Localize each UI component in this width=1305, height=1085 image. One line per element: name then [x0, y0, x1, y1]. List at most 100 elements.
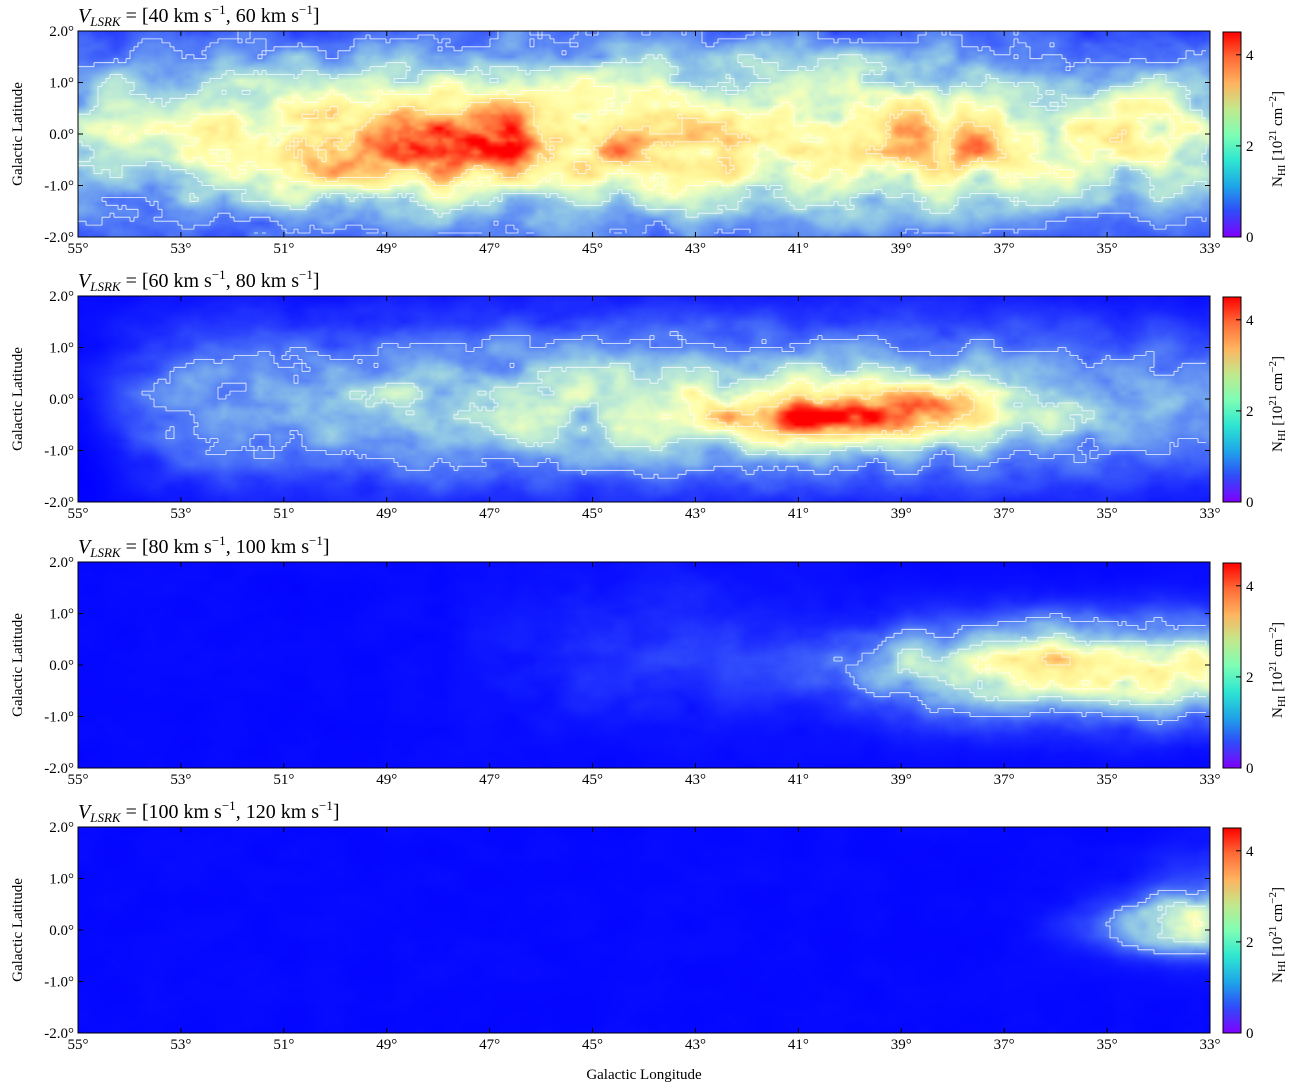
- x-tick-label: 35°: [1097, 506, 1118, 522]
- y-tick-label: 1.0°: [49, 872, 74, 888]
- x-tick-label: 45°: [582, 506, 603, 522]
- contour-lines: [833, 613, 1207, 725]
- colorbar-title: NHI [1021 cm−2]: [1267, 356, 1288, 452]
- y-tick-label: 2.0°: [49, 24, 74, 40]
- panel-title: VLSRK = [100 km s−1, 120 km s−1]: [78, 798, 340, 825]
- x-tick-label: 39°: [891, 772, 912, 788]
- y-axis-title: Galactic Latitude: [10, 878, 26, 982]
- y-axis-title: Galactic Latitude: [10, 347, 26, 451]
- x-tick-label: 43°: [685, 241, 706, 257]
- contour-lines: [78, 31, 1207, 234]
- panel-title: VLSRK = [60 km s−1, 80 km s−1]: [78, 267, 320, 294]
- x-tick-label: 45°: [582, 772, 603, 788]
- panel-1: VLSRK = [40 km s−1, 60 km s−1] 55° 53° 51° 4…: [10, 2, 1288, 257]
- colorbar-title: NHI [1021 cm−2]: [1267, 622, 1288, 718]
- panel-3: VLSRK = [80 km s−1, 100 km s−1] 55° 53° 51°…: [10, 533, 1288, 788]
- x-tick-label: 41°: [788, 241, 809, 257]
- colorbar-tick-label: 0: [1246, 495, 1254, 511]
- x-tick-label: 37°: [994, 506, 1015, 522]
- x-tick-label: 33°: [1200, 241, 1221, 257]
- colorbar-title: NHI [1021 cm−2]: [1267, 91, 1288, 187]
- x-tick-label: 45°: [582, 241, 603, 257]
- colorbar-tick-label: 4: [1246, 579, 1254, 595]
- x-tick-label: 47°: [479, 241, 500, 257]
- colorbar-tick-label: 4: [1246, 313, 1254, 329]
- y-tick-label: 1.0°: [49, 607, 74, 623]
- colorbar-tick-label: 4: [1246, 48, 1254, 64]
- x-tick-label: 55°: [68, 772, 89, 788]
- y-tick-label: -1.0°: [44, 975, 74, 991]
- x-tick-label: 55°: [68, 241, 89, 257]
- heatmap-image: [78, 562, 1210, 768]
- x-tick-label: 51°: [273, 1037, 294, 1053]
- x-tick-label: 49°: [376, 772, 397, 788]
- x-tick-label: 49°: [376, 506, 397, 522]
- y-tick-label: 1.0°: [49, 76, 74, 92]
- x-tick-label: 33°: [1200, 772, 1221, 788]
- panel-title: VLSRK = [40 km s−1, 60 km s−1]: [78, 2, 320, 29]
- y-tick-label: 2.0°: [49, 820, 74, 836]
- colorbar-tick-label: 4: [1246, 844, 1254, 860]
- x-tick-label: 51°: [273, 506, 294, 522]
- y-tick-label: -1.0°: [44, 710, 74, 726]
- y-tick-label: 0.0°: [49, 127, 74, 143]
- y-axis-title: Galactic Latitude: [10, 613, 26, 717]
- panel-4: VLSRK = [100 km s−1, 120 km s−1] 55° 53° 51…: [10, 798, 1288, 1053]
- contour-lines: [141, 331, 1206, 479]
- x-tick-label: 51°: [273, 241, 294, 257]
- y-tick-label: 1.0°: [49, 341, 74, 357]
- x-tick-label: 43°: [685, 506, 706, 522]
- x-tick-label: 41°: [788, 1037, 809, 1053]
- x-tick-label: 39°: [891, 241, 912, 257]
- panel-2: VLSRK = [60 km s−1, 80 km s−1] 55° 53° 51° 4…: [10, 267, 1288, 522]
- colorbar-tick-label: 2: [1246, 139, 1254, 155]
- colorbar: [1222, 562, 1242, 769]
- y-tick-label: 0.0°: [49, 923, 74, 939]
- colorbar-tick-label: 0: [1246, 761, 1254, 777]
- x-tick-label: 55°: [68, 1037, 89, 1053]
- heatmap-image: [78, 296, 1210, 502]
- x-tick-label: 37°: [994, 241, 1015, 257]
- x-tick-label: 53°: [170, 772, 191, 788]
- x-tick-label: 39°: [891, 1037, 912, 1053]
- colorbar-tick-label: 2: [1246, 404, 1254, 420]
- panel-title: VLSRK = [80 km s−1, 100 km s−1]: [78, 533, 330, 560]
- contour-lines: [1105, 890, 1206, 955]
- y-tick-label: 2.0°: [49, 289, 74, 305]
- y-tick-label: -2.0°: [44, 761, 74, 777]
- colorbar-tick-label: 2: [1246, 935, 1254, 951]
- colorbar-tick-label: 2: [1246, 670, 1254, 686]
- colorbar-title: NHI [1021 cm−2]: [1267, 887, 1288, 983]
- x-tick-label: 49°: [376, 241, 397, 257]
- x-tick-label: 47°: [479, 1037, 500, 1053]
- x-tick-label: 55°: [68, 506, 89, 522]
- x-tick-label: 35°: [1097, 1037, 1118, 1053]
- x-tick-label: 53°: [170, 506, 191, 522]
- colorbar: [1222, 31, 1242, 238]
- colorbar-tick-label: 0: [1246, 1026, 1254, 1042]
- y-tick-label: -1.0°: [44, 444, 74, 460]
- x-tick-label: 39°: [891, 506, 912, 522]
- y-axis-title: Galactic Latitude: [10, 82, 26, 186]
- x-tick-label: 45°: [582, 1037, 603, 1053]
- x-axis-title: Galactic Longitude: [586, 1067, 702, 1083]
- x-tick-label: 37°: [994, 1037, 1015, 1053]
- y-tick-label: -1.0°: [44, 179, 74, 195]
- y-tick-label: 0.0°: [49, 658, 74, 674]
- y-tick-label: -2.0°: [44, 495, 74, 511]
- y-tick-label: 2.0°: [49, 555, 74, 571]
- x-tick-label: 33°: [1200, 506, 1221, 522]
- x-tick-label: 43°: [685, 1037, 706, 1053]
- heatmap-image: [78, 827, 1210, 1033]
- colorbar: [1222, 827, 1242, 1034]
- x-tick-label: 41°: [788, 772, 809, 788]
- x-tick-label: 41°: [788, 506, 809, 522]
- x-tick-label: 37°: [994, 772, 1015, 788]
- x-tick-label: 35°: [1097, 772, 1118, 788]
- y-tick-label: 0.0°: [49, 392, 74, 408]
- y-tick-label: -2.0°: [44, 1026, 74, 1042]
- x-tick-label: 49°: [376, 1037, 397, 1053]
- x-tick-label: 53°: [170, 241, 191, 257]
- colorbar: [1222, 296, 1242, 503]
